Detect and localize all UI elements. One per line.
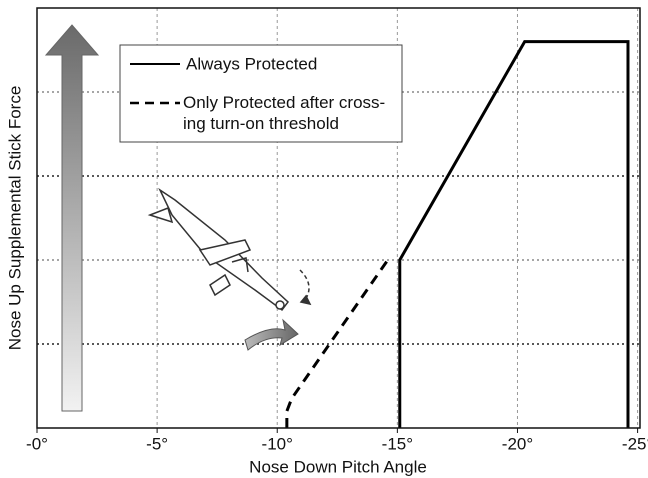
plot-frame [36,7,641,429]
x-tick-label: -0° [26,434,48,453]
series-line [398,40,630,428]
x-tick-label: -5° [146,434,168,453]
legend-box [119,44,403,143]
x-tick-label: -10° [262,434,293,453]
x-tick-label: -15° [382,434,413,453]
decorative-curve-arrow [244,318,299,351]
series-line [285,259,389,428]
decorative-arrow [44,24,100,412]
y-axis-label: Nose Up Supplemental Stick Force [5,86,24,351]
legend-label-wrap: Only Protected after cross-ing turn-on t… [183,93,386,133]
airplane-illustration [147,187,312,312]
legend-label: Always Protected [186,54,317,73]
x-tick-label: -20° [502,434,533,453]
legend-label: Only Protected after cross-ing turn-on t… [183,93,386,133]
x-axis-label: Nose Down Pitch Angle [249,457,427,476]
x-tick-label: -25° [622,434,648,453]
